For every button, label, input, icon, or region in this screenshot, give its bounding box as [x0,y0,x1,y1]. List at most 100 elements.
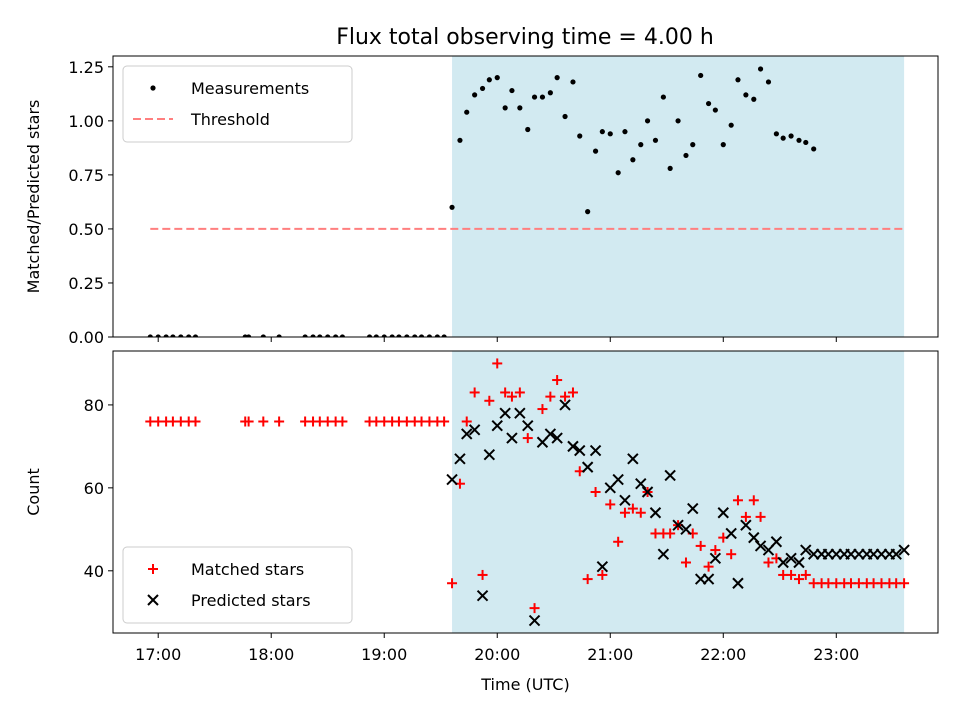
matched-stars-point [680,557,691,568]
predicted-stars-point [559,399,571,411]
predicted-stars-point [672,519,684,531]
predicted-stars-point [635,477,647,490]
measurements-point [803,139,809,146]
predicted-stars-point [514,407,526,419]
predicted-stars-point [732,577,744,589]
measurements-point [879,0,884,3]
matched-stars-point [665,528,676,539]
matched-stars-point [500,387,511,398]
measurements-point [765,79,772,85]
predicted-stars-point [717,507,729,519]
measurements-point [871,0,876,3]
measurements-point [735,77,741,83]
matched-stars-point [793,574,804,585]
matched-stars-point [748,495,759,506]
matched-stars-point [492,358,503,369]
predicted-stars-point [754,540,767,552]
observing-span-top [452,56,905,337]
predicted-stars-point [709,552,722,565]
y-tick-label: 60 [84,479,104,498]
predicted-stars-point [612,473,624,486]
matched-stars-point [545,391,556,402]
x-axis-ticks-top [157,337,837,342]
matched-stars-point [337,416,348,427]
matched-stars-point [635,507,646,518]
matched-stars-point [506,391,517,402]
legend-box [122,65,353,143]
measurements-point [826,0,831,3]
measurements-point [811,146,817,152]
matched-stars-point [619,507,630,518]
measurements-point [773,131,779,137]
matched-stars-point [258,416,269,427]
measurements-point [178,334,184,337]
predicted-stars-point [544,428,557,440]
measurements-point [751,96,757,102]
measurements-point [333,334,339,337]
predicted-stars-point [483,448,496,461]
predicted-stars-point [627,453,639,465]
measurements-point [531,94,538,100]
x-tick-label: 20:00 [474,645,520,664]
matched-stars-point [899,578,910,589]
predicted-stars-point [649,507,662,519]
predicted-stars-point [461,428,473,440]
measurements-point [517,105,523,111]
measurements-point [457,137,463,143]
matched-stars-point [590,487,601,497]
plot-frame-top [112,55,939,338]
legend-matched-stars-swatch [148,564,158,574]
measurements-point [562,113,568,120]
matched-stars-point [447,578,458,589]
measurements-point [472,92,478,98]
matched-stars-point [243,416,254,427]
measurements-point [834,0,839,3]
measurements-point [502,105,508,111]
matched-stars-point [582,574,593,585]
measurements-point [418,334,425,337]
predicted-stars-point [770,536,783,548]
x-tick-label: 23:00 [813,645,859,664]
legend-measurements-swatch [150,85,156,91]
predicted-stars-point [551,432,563,444]
measurements-point [887,0,892,3]
measurements-point [630,157,636,163]
predicted-stars-point [702,573,715,585]
measurements-point [246,334,252,337]
matched-stars-point [726,549,737,560]
measurements-point [509,87,515,94]
chart-title: Flux total observing time = 4.00 h [336,25,714,50]
measurements-point [743,92,749,98]
y-tick-label: 0.25 [68,274,104,293]
matched-stars-point [627,503,638,514]
predicted-stars-point [777,556,789,569]
measurements-point [698,72,704,79]
measurements-point [570,79,576,85]
x-tick-label: 22:00 [700,645,746,664]
matched-stars-point [552,375,563,386]
matched-stars-point [755,511,766,522]
matched-stars-point [740,511,751,522]
predicted-stars-point [687,502,699,515]
predicted-stars-point [890,548,902,560]
measurements-point [585,209,591,215]
matched-stars-point [763,557,774,568]
predicted-stars-point [619,494,631,507]
matched-stars-point [537,404,548,415]
measurements-point [486,77,492,83]
measurements-point [547,90,553,96]
matched-stars-point [274,416,285,427]
measurements-point [373,334,379,337]
measurements-point [192,334,199,337]
predicted-stars-point [468,424,481,436]
legend-matched-stars-label: Matched stars [191,560,304,579]
measurements-point [449,204,455,210]
predicted-stars-point [748,531,760,544]
predicted-stars-point [567,440,579,453]
measurements-point [644,118,651,124]
measurements-point [842,0,847,3]
measurements-point [426,334,433,337]
matched-stars-point [469,387,480,398]
measurements-point [599,129,605,135]
measurements-point [389,334,395,337]
